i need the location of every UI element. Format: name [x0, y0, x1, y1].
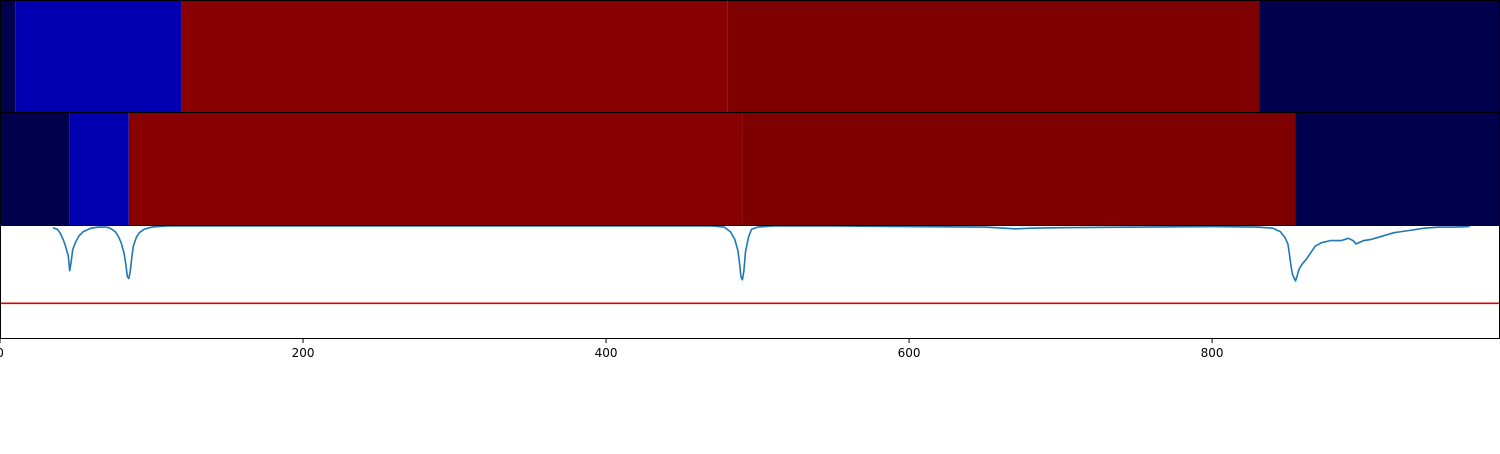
- x-tick-label-200: 200: [292, 346, 315, 360]
- heatmap-row-1-segment-3: [181, 1, 728, 112]
- panel-frame-3: [0, 225, 1500, 339]
- series-line-1: [52, 225, 1470, 282]
- heatmap-row-2-segment-1: [0, 113, 70, 225]
- heatmap-row-1-segment-5: [1259, 1, 1500, 112]
- x-tick-label-0: 0: [0, 346, 4, 360]
- line-panel: [0, 225, 1500, 305]
- heatmap-row-2-segment-2: [69, 113, 129, 225]
- x-tick-label-400: 400: [595, 346, 618, 360]
- heatmap-row-2-segment-5: [1295, 113, 1500, 225]
- x-tick-label-800: 800: [1201, 346, 1224, 360]
- heatmap-row-1-segment-2: [15, 1, 182, 112]
- heatmap-layer: [0, 1, 1500, 225]
- x-tick-label-600: 600: [898, 346, 921, 360]
- x-axis: 0 200 400 600 800: [0, 338, 1224, 360]
- heatmap-row-2-segment-3: [128, 113, 743, 225]
- heatmap-row-1-segment-1: [0, 1, 16, 112]
- heatmap-row-2-segment-4: [742, 113, 1296, 225]
- heatmap-row-1-segment-4: [727, 1, 1260, 112]
